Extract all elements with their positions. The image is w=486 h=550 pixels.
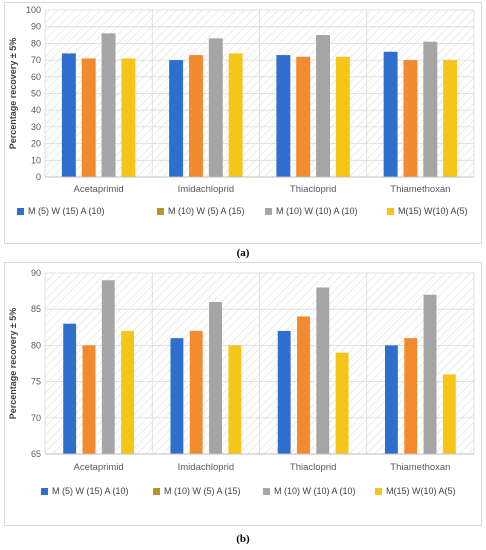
chart-b-bar (384, 345, 398, 454)
chart-a-y-tick-label: 0 (36, 172, 41, 182)
chart-b-legend: M (5) W (15) A (10) M (10) W (5) A (15) M … (41, 486, 475, 496)
chart-a-category-label: Thiamethoxan (390, 184, 450, 195)
chart-b-y-tick-label: 75 (31, 377, 41, 387)
chart-b-y-tick-label: 65 (31, 449, 41, 459)
chart-a-y-tick-label: 30 (31, 122, 41, 132)
chart-a-legend-item: M(15) W(10) A(5) (387, 206, 486, 216)
chart-a-y-tick-label: 40 (31, 105, 41, 115)
chart-b-legend-swatch (263, 487, 270, 495)
chart-b-legend-label: M (10) W (10) A (10) (274, 486, 356, 496)
chart-b-legend-item: M (5) W (15) A (10) (41, 486, 153, 496)
chart-a-legend-swatch (157, 207, 164, 215)
chart-b-legend-item: M (10) W (5) A (15) (153, 486, 263, 496)
chart-a-legend-label: M (5) W (15) A (10) (28, 206, 105, 216)
chart-a-bar (316, 35, 331, 177)
chart-b-y-tick-label: 80 (31, 340, 41, 350)
chart-b-y-tick-label: 90 (31, 268, 41, 278)
chart-b-category-label: Imidachloprid (178, 462, 235, 473)
chart-b-bar (442, 374, 456, 454)
caption-a: (a) (236, 247, 250, 259)
chart-a-legend-swatch (265, 207, 272, 215)
chart-a-legend-item: M (5) W (15) A (10) (17, 206, 157, 216)
chart-b-y-tick-label: 70 (31, 413, 41, 423)
chart-b-bar (316, 287, 330, 454)
chart-a-legend-item: M (10) W (5) A (15) (157, 206, 265, 216)
chart-b-category-label: Acetaprimid (74, 462, 124, 473)
chart-a-legend-label: M (10) W (5) A (15) (168, 206, 245, 216)
chart-b-bar (297, 316, 310, 454)
chart-b-bar (209, 301, 222, 454)
chart-a-bar (208, 38, 223, 177)
chart-b-category-label: Thiamethoxan (390, 462, 450, 473)
chart-b-legend-swatch (375, 487, 382, 495)
chart-b-bar (228, 345, 242, 454)
chart-a-bar (188, 55, 203, 178)
chart-a-category-label: Thiacloprid (290, 184, 336, 195)
chart-a-y-tick-label: 70 (31, 55, 41, 65)
chart-panel-b: 65 70 75 80 85 90 Acetaprimid Imidachloprid Thia… (4, 262, 482, 526)
chart-b-category-label: Thiacloprid (290, 462, 336, 473)
chart-b-legend-label: M(15) W(10) A(5) (386, 486, 456, 496)
chart-a-bar (121, 58, 136, 177)
chart-panel-a: 0 10 20 30 40 50 60 70 80 90 100 Acetaprimid Imidach… (4, 2, 482, 244)
chart-a-category-label: Acetaprimid (74, 184, 124, 195)
chart-a-category-label: Imidachloprid (178, 184, 235, 195)
chart-a-bar (403, 60, 418, 177)
chart-a-bar (335, 56, 350, 178)
chart-a-legend-item: M (10) W (10) A (10) (265, 206, 387, 216)
chart-b-bar (404, 338, 418, 454)
chart-a-bar (443, 60, 458, 177)
chart-b-bar (335, 352, 349, 454)
chart-a-bar (276, 55, 291, 178)
chart-b-bar (423, 294, 437, 454)
chart-b-legend-label: M (10) W (5) A (15) (164, 486, 241, 496)
chart-a-y-tick-label: 60 (31, 72, 41, 82)
caption-b: (b) (236, 533, 250, 545)
chart-b-legend-item: M (10) W (10) A (10) (263, 486, 375, 496)
chart-a-y-tick-label: 90 (31, 22, 41, 32)
chart-a-bar (169, 60, 184, 177)
chart-a-bar (101, 33, 116, 177)
chart-a-bar (61, 53, 76, 177)
chart-a-y-tick-label: 50 (31, 89, 41, 99)
chart-b-y-tick-label: 85 (31, 304, 41, 314)
chart-a-bar (228, 53, 243, 177)
chart-a-bar (423, 41, 438, 178)
chart-a-legend: M (5) W (15) A (10) M (10) W (5) A (15) M … (17, 206, 486, 216)
chart-b-bar (101, 280, 115, 454)
chart-b-bar (63, 323, 77, 454)
chart-b-bar (277, 330, 291, 454)
chart-a-legend-swatch (17, 207, 24, 215)
chart-b-legend-item: M(15) W(10) A(5) (375, 486, 475, 496)
chart-b-y-axis-title: Percentage recovery ± 5% (8, 308, 18, 420)
chart-a-y-tick-label: 10 (31, 155, 41, 165)
chart-b-bar (121, 330, 135, 454)
chart-b-svg: 65 70 75 80 85 90 Acetaprimid Imidachloprid Thia… (8, 268, 475, 473)
chart-a-svg: 0 10 20 30 40 50 60 70 80 90 100 Acetaprimid Imidach… (8, 5, 475, 195)
chart-b-legend-swatch (41, 487, 48, 495)
chart-b-bar (82, 345, 96, 454)
chart-a-legend-swatch (387, 207, 394, 215)
chart-a-y-tick-label: 80 (31, 38, 41, 48)
chart-a-bar (383, 51, 398, 177)
chart-a-y-tick-label: 100 (26, 5, 41, 15)
chart-b-legend-label: M (5) W (15) A (10) (52, 486, 129, 496)
chart-a-y-axis-title: Percentage recovery ± 5% (8, 38, 18, 150)
chart-b-bar (170, 338, 184, 454)
chart-b-legend-swatch (153, 487, 160, 495)
chart-a-bar (296, 56, 311, 178)
chart-a-y-tick-label: 20 (31, 139, 41, 149)
chart-a-bar (81, 58, 96, 177)
chart-b-bar (189, 330, 203, 454)
chart-a-legend-label: M (10) W (10) A (10) (276, 206, 358, 216)
chart-a-legend-label: M(15) W(10) A(5) (398, 206, 468, 216)
